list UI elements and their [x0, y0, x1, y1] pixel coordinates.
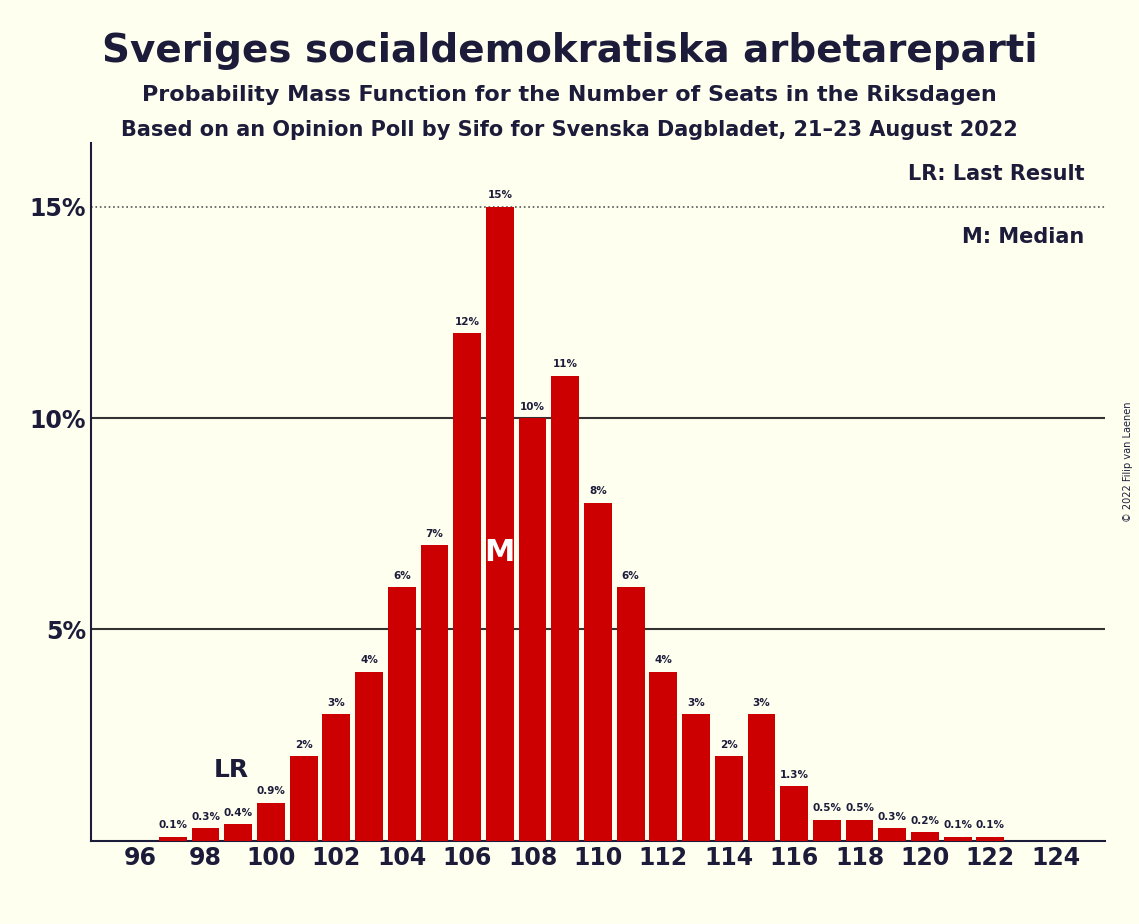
- Text: 0.5%: 0.5%: [812, 803, 842, 813]
- Bar: [224, 824, 252, 841]
- Bar: [388, 587, 416, 841]
- Text: 2%: 2%: [720, 740, 738, 750]
- Bar: [322, 714, 351, 841]
- Bar: [289, 756, 318, 841]
- Text: 0.2%: 0.2%: [910, 816, 940, 826]
- Bar: [159, 836, 187, 841]
- Text: 0.3%: 0.3%: [191, 812, 220, 821]
- Text: LR: LR: [214, 758, 249, 782]
- Bar: [878, 828, 907, 841]
- Text: 4%: 4%: [360, 655, 378, 665]
- Text: 8%: 8%: [589, 486, 607, 496]
- Text: 6%: 6%: [622, 571, 640, 581]
- Text: 11%: 11%: [552, 359, 577, 370]
- Bar: [682, 714, 710, 841]
- Bar: [715, 756, 743, 841]
- Text: 0.5%: 0.5%: [845, 803, 874, 813]
- Bar: [747, 714, 776, 841]
- Text: LR: Last Result: LR: Last Result: [908, 164, 1084, 184]
- Text: 4%: 4%: [655, 655, 672, 665]
- Bar: [944, 836, 972, 841]
- Bar: [911, 833, 939, 841]
- Text: 0.9%: 0.9%: [256, 786, 286, 796]
- Bar: [453, 334, 481, 841]
- Bar: [813, 820, 841, 841]
- Bar: [551, 376, 579, 841]
- Text: 15%: 15%: [487, 190, 513, 201]
- Text: © 2022 Filip van Laenen: © 2022 Filip van Laenen: [1123, 402, 1133, 522]
- Bar: [355, 672, 383, 841]
- Text: 10%: 10%: [521, 402, 546, 412]
- Text: Sveriges socialdemokratiska arbetareparti: Sveriges socialdemokratiska arbetarepart…: [101, 32, 1038, 70]
- Bar: [518, 418, 547, 841]
- Bar: [420, 545, 449, 841]
- Bar: [191, 828, 220, 841]
- Text: 7%: 7%: [426, 529, 443, 539]
- Text: 0.1%: 0.1%: [943, 821, 973, 831]
- Text: 0.1%: 0.1%: [158, 821, 188, 831]
- Text: 2%: 2%: [295, 740, 312, 750]
- Text: 0.3%: 0.3%: [878, 812, 907, 821]
- Bar: [845, 820, 874, 841]
- Bar: [780, 786, 808, 841]
- Bar: [976, 836, 1005, 841]
- Text: Based on an Opinion Poll by Sifo for Svenska Dagbladet, 21–23 August 2022: Based on an Opinion Poll by Sifo for Sve…: [121, 120, 1018, 140]
- Text: 12%: 12%: [454, 317, 480, 327]
- Text: 6%: 6%: [393, 571, 411, 581]
- Text: Probability Mass Function for the Number of Seats in the Riksdagen: Probability Mass Function for the Number…: [142, 85, 997, 105]
- Text: 3%: 3%: [687, 698, 705, 708]
- Text: 1.3%: 1.3%: [780, 770, 809, 780]
- Text: 0.4%: 0.4%: [223, 808, 253, 818]
- Bar: [649, 672, 678, 841]
- Bar: [257, 803, 285, 841]
- Text: 0.1%: 0.1%: [976, 821, 1005, 831]
- Text: M: M: [485, 538, 515, 567]
- Bar: [486, 207, 514, 841]
- Bar: [584, 503, 612, 841]
- Text: 3%: 3%: [753, 698, 770, 708]
- Bar: [617, 587, 645, 841]
- Text: M: Median: M: Median: [962, 227, 1084, 247]
- Text: 3%: 3%: [328, 698, 345, 708]
